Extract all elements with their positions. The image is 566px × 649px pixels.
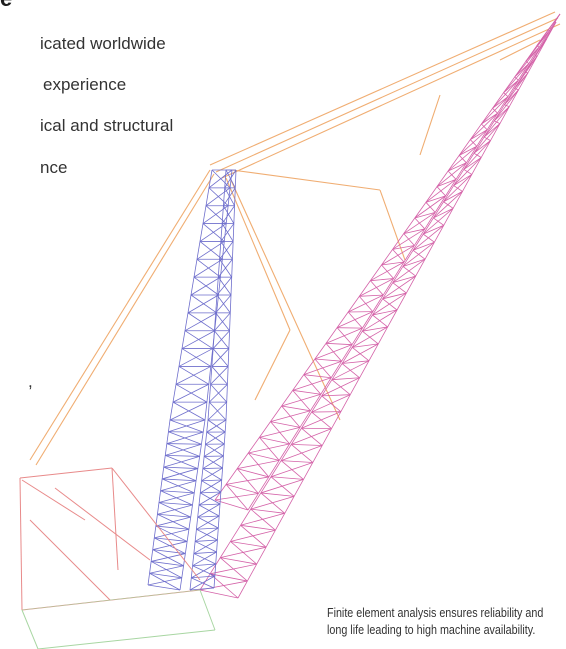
body-text-line: nce <box>40 158 68 177</box>
body-text-line: icated worldwide <box>40 34 166 53</box>
boom-lattice <box>199 13 561 599</box>
body-text-line: ical and structural <box>40 116 174 135</box>
body-text-line: experience <box>43 75 127 94</box>
caption-line-2: long life leading to high machine availa… <box>327 623 536 637</box>
figure-caption: Finite element analysis ensures reliabil… <box>327 605 543 639</box>
base-frame <box>19 467 216 649</box>
mast-lattice <box>147 169 237 591</box>
body-text-line: , <box>28 372 33 391</box>
section-heading-fragment: e <box>0 0 12 12</box>
caption-line-1: Finite element analysis ensures reliabil… <box>327 606 544 620</box>
pendant-lines <box>29 11 561 466</box>
